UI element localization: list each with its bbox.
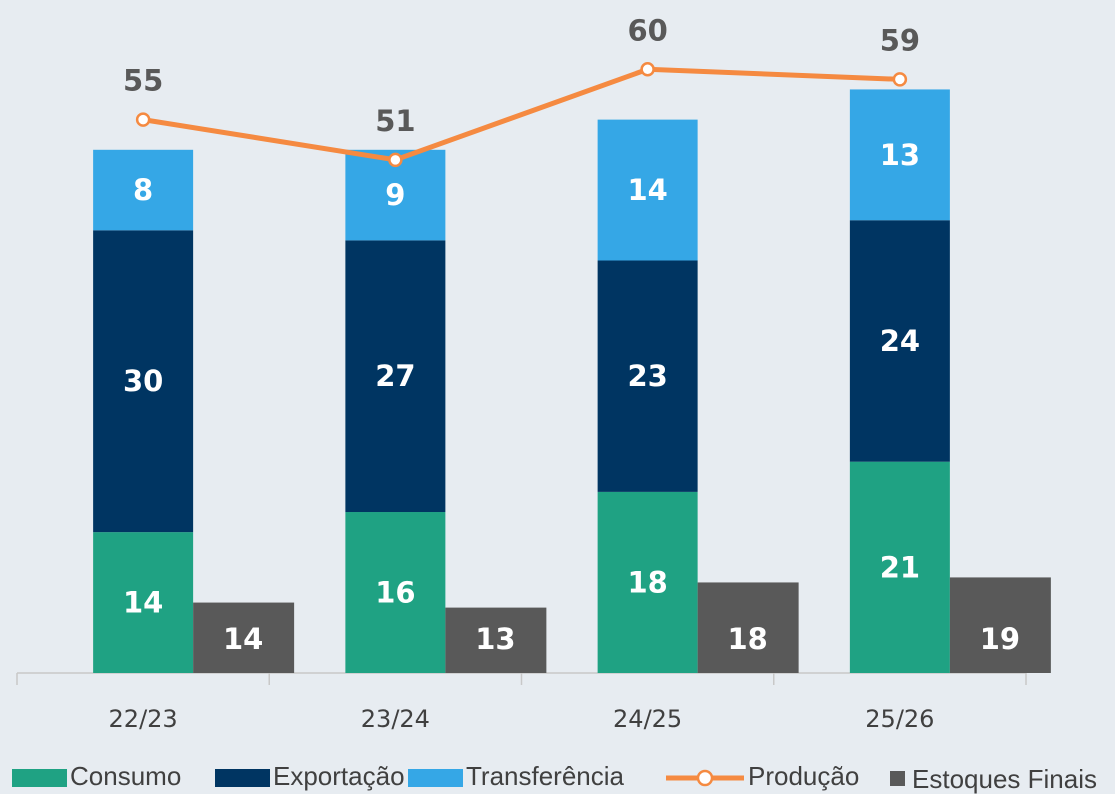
data-label: 13 — [880, 138, 920, 172]
line-point — [892, 72, 908, 87]
line-point — [388, 152, 403, 168]
data-label: 59 — [880, 23, 920, 57]
bar-segment — [849, 461, 950, 673]
legend-label: Consumo — [70, 761, 181, 791]
bar-segment — [93, 149, 194, 231]
legend-swatch — [12, 769, 67, 787]
bar-segment — [597, 119, 698, 261]
bar-segment — [345, 240, 446, 513]
legend-swatch — [408, 769, 463, 787]
bar-segment — [597, 260, 698, 492]
line-point — [135, 112, 151, 127]
legend-label: Estoques Finais — [912, 764, 1097, 794]
bar-segment — [849, 89, 950, 221]
legend-swatch — [890, 771, 905, 786]
data-label: 16 — [375, 576, 415, 610]
bar — [697, 582, 799, 673]
x-tick-label: 24/25 — [613, 705, 682, 733]
data-label: 14 — [223, 622, 263, 656]
bar-segment — [849, 220, 950, 462]
data-label: 24 — [880, 324, 920, 358]
bar-segment — [93, 532, 194, 673]
data-label: 30 — [123, 364, 163, 398]
bar-segment — [597, 491, 698, 673]
line — [142, 66, 900, 163]
data-label: 18 — [727, 622, 767, 656]
legend-marker — [696, 769, 714, 787]
line-point — [640, 62, 655, 77]
data-label: 60 — [627, 13, 667, 47]
legend-swatch — [215, 769, 270, 787]
data-label: 13 — [475, 622, 515, 656]
data-label: 8 — [133, 173, 153, 207]
data-label: 14 — [123, 586, 163, 620]
data-label: 14 — [627, 173, 667, 207]
bar-segment — [93, 230, 194, 533]
data-label: 23 — [627, 359, 667, 393]
data-label: 18 — [627, 565, 667, 599]
data-label: 19 — [980, 622, 1020, 656]
legend-label: Transferência — [466, 761, 625, 791]
bar — [949, 577, 1051, 673]
data-label: 9 — [385, 178, 405, 212]
x-tick-label: 23/24 — [361, 705, 430, 733]
data-label: 51 — [375, 104, 415, 138]
x-tick-label: 22/23 — [109, 705, 178, 733]
bar — [193, 602, 295, 673]
x-tick-label: 25/26 — [865, 705, 934, 733]
data-label: 27 — [375, 359, 415, 393]
legend-label: Produção — [748, 761, 859, 791]
legend-label: Exportação — [273, 761, 405, 791]
bar — [445, 607, 547, 673]
data-label: 21 — [880, 550, 920, 584]
data-label: 55 — [123, 64, 163, 98]
bar-segment — [345, 512, 446, 673]
